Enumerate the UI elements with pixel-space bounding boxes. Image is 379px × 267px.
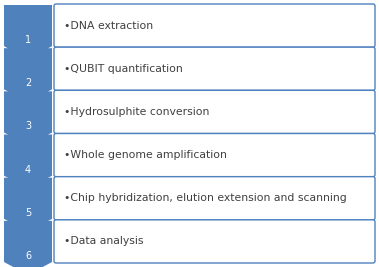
FancyBboxPatch shape [54,47,375,90]
FancyBboxPatch shape [54,4,375,47]
Polygon shape [4,178,52,232]
Polygon shape [4,221,52,267]
Text: •DNA extraction: •DNA extraction [64,21,153,31]
Text: •Chip hybridization, elution extension and scanning: •Chip hybridization, elution extension a… [64,193,347,203]
FancyBboxPatch shape [54,134,375,177]
Text: •QUBIT quantification: •QUBIT quantification [64,64,183,74]
FancyBboxPatch shape [54,220,375,263]
Polygon shape [4,5,52,59]
Text: •Data analysis: •Data analysis [64,236,144,246]
FancyBboxPatch shape [54,177,375,220]
Text: •Whole genome amplification: •Whole genome amplification [64,150,227,160]
Text: 6: 6 [25,251,31,261]
Text: 3: 3 [25,121,31,132]
Text: 1: 1 [25,35,31,45]
FancyBboxPatch shape [54,90,375,134]
Polygon shape [4,135,52,189]
Polygon shape [4,48,52,102]
Text: 4: 4 [25,165,31,175]
Text: 5: 5 [25,208,31,218]
Text: •Hydrosulphite conversion: •Hydrosulphite conversion [64,107,209,117]
Text: 2: 2 [25,78,31,88]
Polygon shape [4,91,52,146]
